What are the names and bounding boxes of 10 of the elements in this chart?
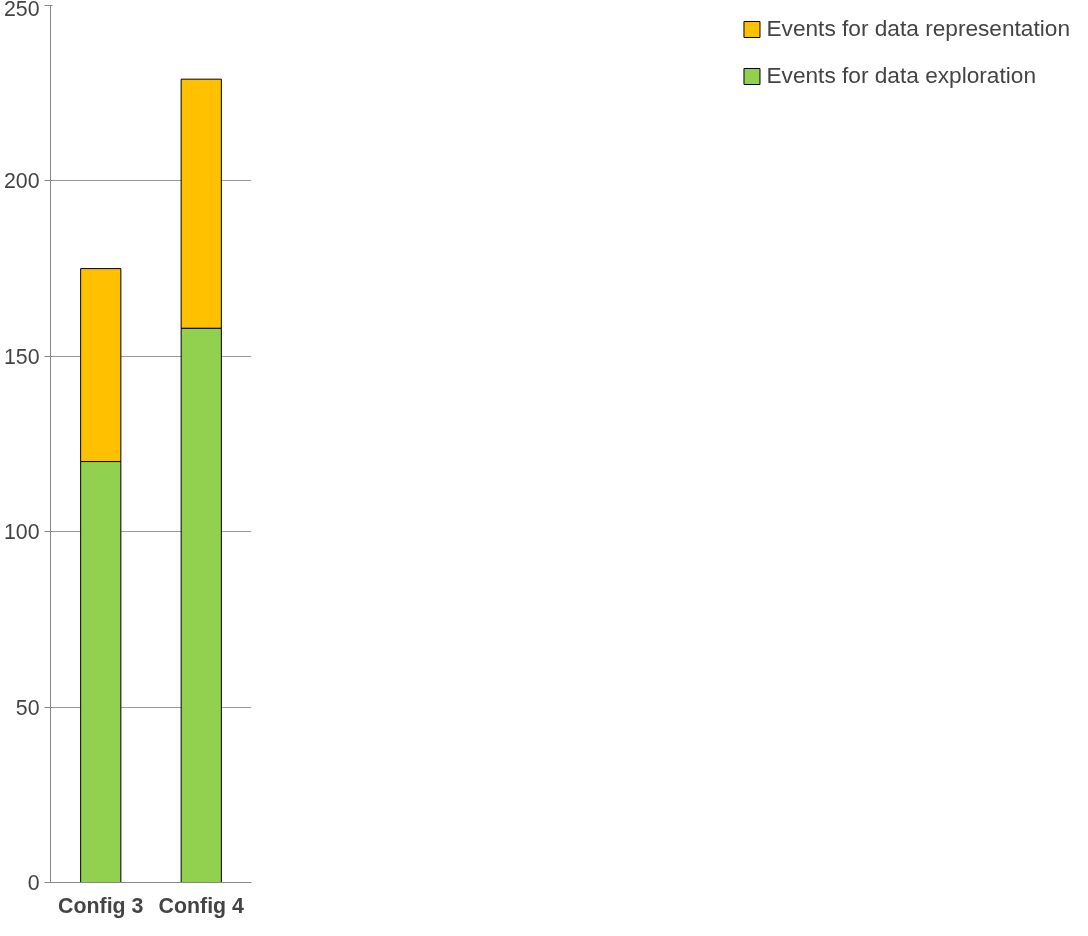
y-tick-label: 200 <box>3 169 40 194</box>
y-tick-label: 100 <box>3 520 40 545</box>
y-tick-label: 250 <box>3 0 40 21</box>
y-tick-label: 0 <box>27 871 40 895</box>
legend-label: Events for data exploration <box>766 62 1036 89</box>
x-tick-label: Config 4 <box>158 893 245 918</box>
legend-label: Events for data representation <box>766 15 1070 42</box>
y-tick-label: 150 <box>3 344 40 369</box>
y-tick-label: 50 <box>15 695 40 720</box>
x-tick-label: Config 3 <box>58 893 144 918</box>
